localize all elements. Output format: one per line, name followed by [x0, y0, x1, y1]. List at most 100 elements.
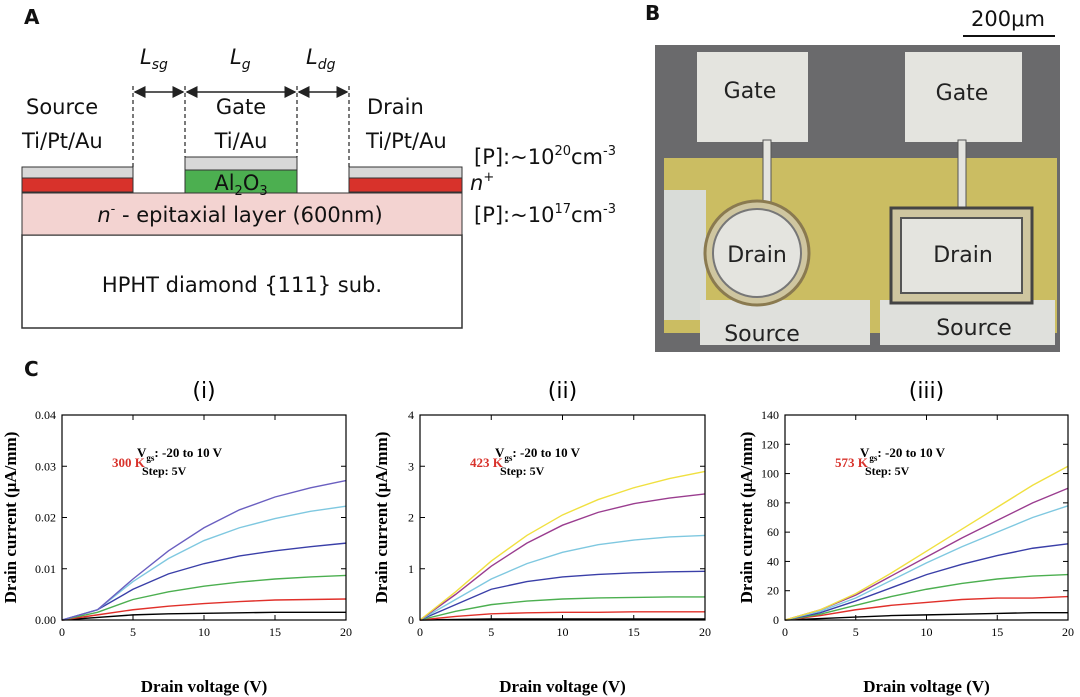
data-line — [419, 470, 706, 621]
x-tick-label: 5 — [130, 625, 136, 639]
n-plus-label: n+ — [470, 170, 494, 195]
lsg-label: Lsg — [140, 45, 168, 73]
x-tick-label: 20 — [699, 625, 711, 639]
scale-label: 200μm — [971, 7, 1045, 31]
pad-label: Gate — [936, 81, 989, 106]
lg-label: Lg — [230, 45, 251, 73]
epi-layer — [21, 192, 463, 236]
pad-label: Gate — [724, 79, 777, 104]
y-tick-label: 1 — [408, 562, 414, 576]
y-tick-label: 0 — [408, 613, 414, 627]
panel-label: B — [645, 1, 660, 25]
x-tick-label: 10 — [557, 625, 569, 639]
bias-range: : -20 to 10 V — [154, 445, 222, 460]
pad-label: Source — [724, 322, 800, 347]
x-tick-label: 10 — [921, 625, 933, 639]
y-axis-label: Drain current (μA/mm) — [372, 432, 391, 604]
step-annotation: Step: 5V — [142, 464, 187, 478]
data-line — [784, 465, 1069, 621]
x-tick-label: 0 — [417, 625, 423, 639]
y-tick-label: 4 — [408, 408, 414, 422]
pad-label: Source — [936, 316, 1012, 341]
data-line — [784, 505, 1069, 621]
y-tick-label: 80 — [767, 496, 779, 510]
gate-pad-left — [697, 52, 808, 142]
x-tick-label: 20 — [1062, 625, 1074, 639]
x-tick-label: 0 — [782, 625, 788, 639]
ldg-label: Ldg — [306, 45, 336, 73]
x-tick-label: 20 — [340, 625, 352, 639]
x-tick-label: 5 — [488, 625, 494, 639]
panel-a: A Lsg Lg Ldg Source Ti/Pt/Au Gate Ti/Au … — [21, 5, 616, 329]
bias-range: : -20 to 10 V — [877, 445, 945, 460]
bias-symbol: V — [137, 445, 147, 460]
drain-pad-right — [900, 217, 1023, 294]
n-plus-right — [348, 177, 463, 193]
oxide-label: Al2O3 — [214, 171, 267, 199]
data-line — [61, 479, 347, 621]
data-line — [419, 596, 705, 621]
epi-label: n- - epitaxial layer (600nm) — [97, 202, 382, 227]
x-tick-label: 15 — [269, 625, 281, 639]
data-line — [419, 570, 706, 621]
panel-label: A — [24, 5, 40, 29]
doping-top: [P]:~1020cm-3 — [474, 144, 616, 169]
chart-title: (iii) — [909, 379, 945, 404]
source-metal: Ti/Pt/Au — [21, 129, 103, 153]
plot-frame — [61, 414, 347, 621]
plot-frame — [784, 414, 1069, 621]
y-tick-label: 40 — [767, 554, 779, 568]
x-tick-label: 5 — [853, 625, 859, 639]
x-tick-label: 15 — [628, 625, 640, 639]
metal-left — [21, 166, 134, 179]
y-tick-label: 60 — [767, 525, 779, 539]
chart-title: (i) — [192, 379, 215, 404]
y-tick-label: 140 — [761, 408, 779, 422]
panel-label: C — [24, 357, 39, 381]
data-line — [784, 543, 1069, 621]
drain-metal: Ti/Pt/Au — [365, 129, 447, 153]
bias-range: : -20 to 10 V — [512, 445, 580, 460]
n-plus-left — [21, 177, 134, 193]
data-line — [784, 487, 1069, 621]
gate-metal-label: Ti/Au — [214, 129, 268, 153]
data-line — [61, 574, 347, 621]
y-tick-label: 0.01 — [35, 562, 56, 576]
temperature-label: 300 K — [112, 455, 146, 470]
y-tick-label: 120 — [761, 437, 779, 451]
chart: (i) 0.00 0.01 0.02 0.03 0.04 0 5 10 15 20 Drain vol… — [1, 379, 352, 696]
metal-right — [348, 166, 463, 179]
y-axis-label: Drain current (μA/mm) — [737, 432, 756, 604]
data-line — [419, 611, 705, 621]
y-tick-label: 2 — [408, 511, 414, 525]
y-tick-label: 100 — [761, 467, 779, 481]
plot-frame — [419, 414, 706, 621]
dimension-lines — [132, 86, 350, 167]
y-tick-label: 0.02 — [35, 511, 56, 525]
y-tick-label: 20 — [767, 584, 779, 598]
source-pad-left — [700, 300, 870, 345]
bias-subscript: gs — [504, 453, 513, 463]
data-line — [61, 598, 347, 621]
edge-region — [664, 190, 706, 320]
data-line — [784, 573, 1069, 621]
x-axis-label: Drain voltage (V) — [863, 677, 990, 696]
bias-annotation: Vgs: -20 to 10 V — [137, 445, 223, 463]
data-line — [419, 493, 706, 621]
x-tick-label: 10 — [198, 625, 210, 639]
data-line — [419, 618, 705, 621]
data-line — [784, 595, 1069, 621]
bias-symbol: V — [495, 445, 505, 460]
x-axis-label: Drain voltage (V) — [141, 677, 268, 696]
substrate — [21, 234, 463, 329]
gate-stem-left — [762, 139, 772, 209]
bias-symbol: V — [860, 445, 870, 460]
chart: (iii) 0 20 40 60 80 100 120 140 0 5 10 15 20 Drain vol… — [737, 379, 1074, 696]
y-axis-label: Drain current (μA/mm) — [1, 432, 20, 604]
bias-subscript: gs — [146, 453, 155, 463]
data-line — [419, 534, 706, 621]
bias-subscript: gs — [869, 453, 878, 463]
bias-annotation: Vgs: -20 to 10 V — [860, 445, 946, 463]
data-line — [61, 611, 346, 621]
